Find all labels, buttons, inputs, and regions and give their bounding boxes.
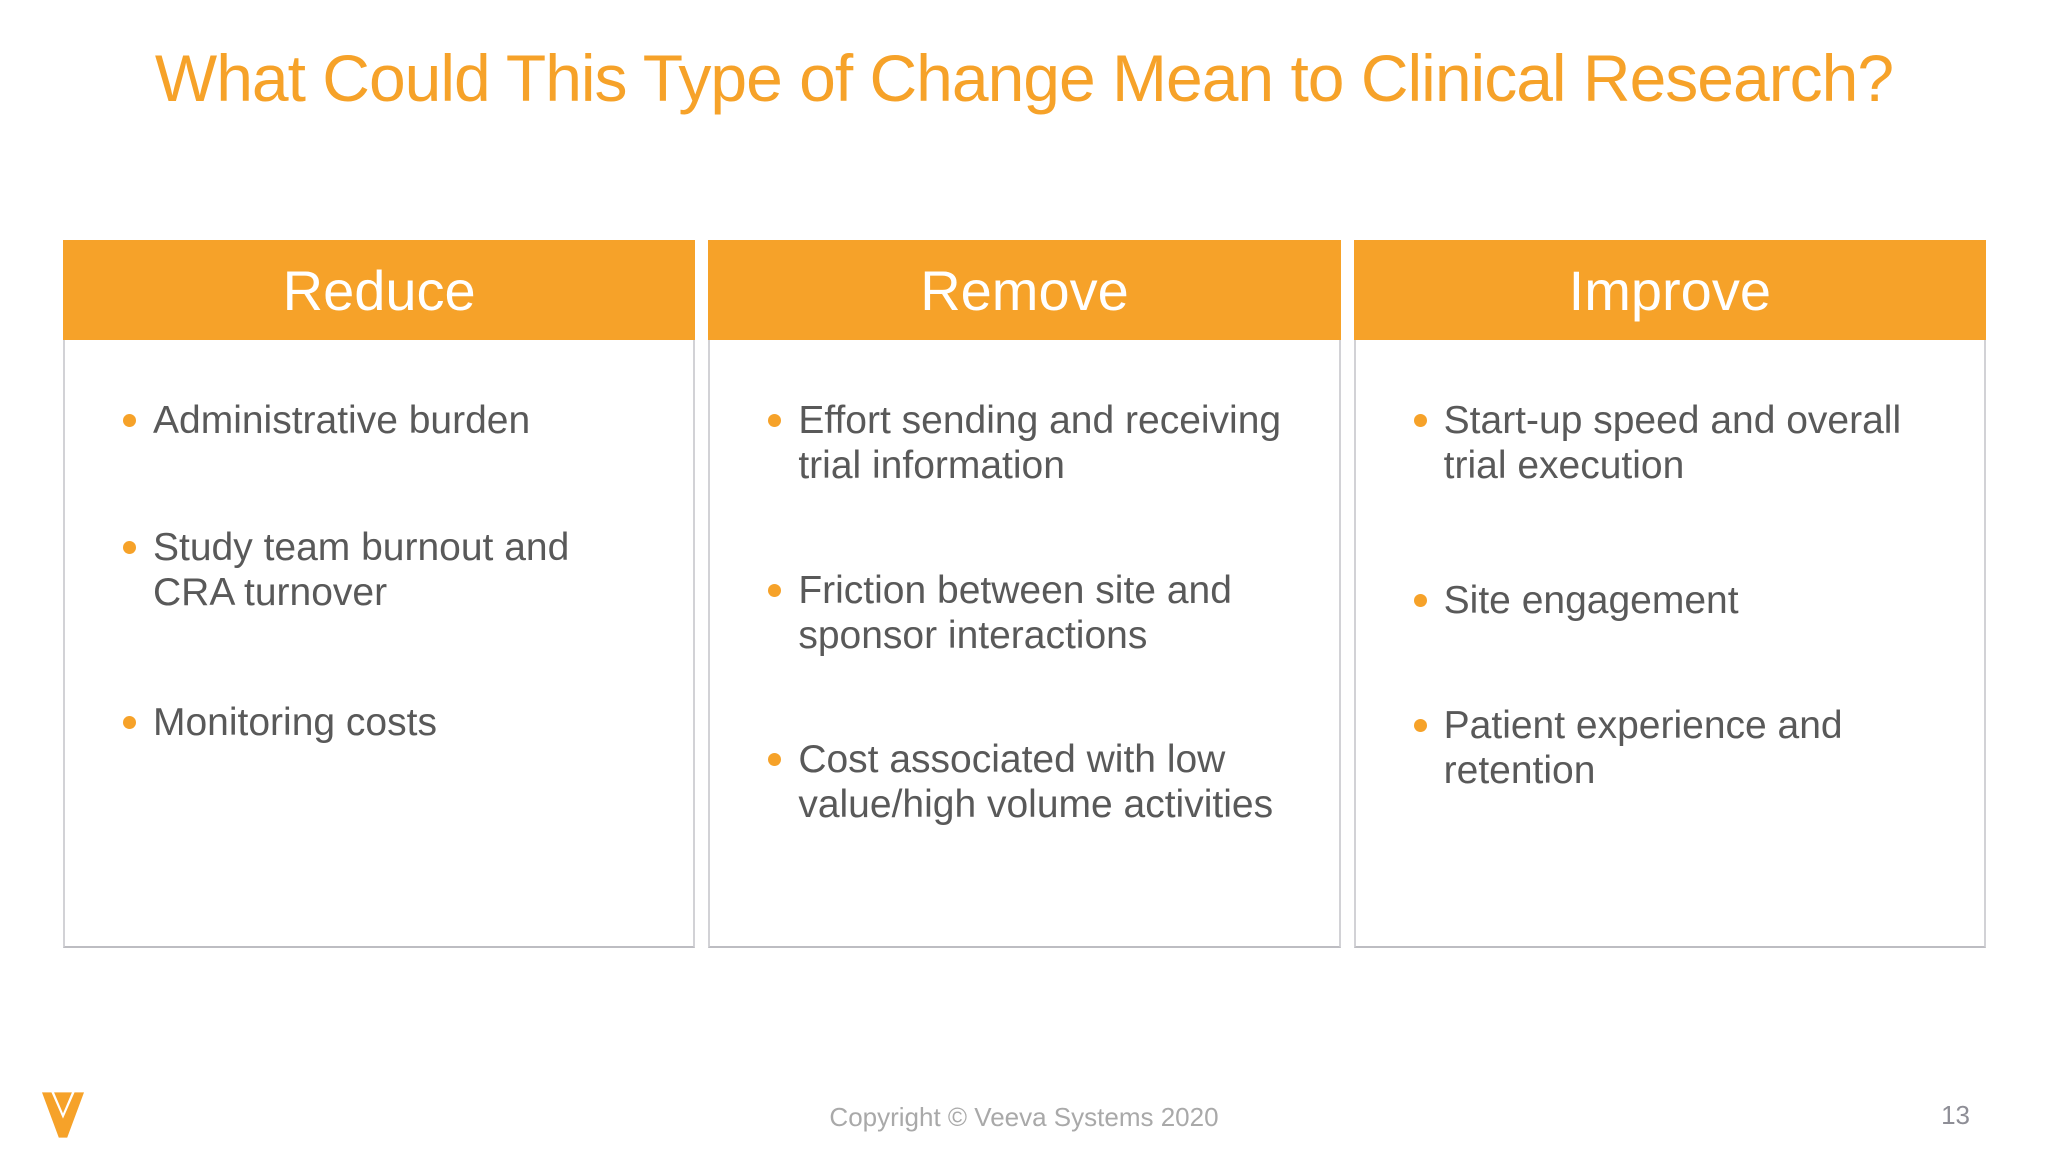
bullet-item: Study team burnout and CRA turnover [65, 525, 693, 615]
bullet-item: Friction between site and sponsor intera… [710, 568, 1338, 658]
copyright-text: Copyright © Veeva Systems 2020 [829, 1102, 1219, 1132]
bullet-item: Start-up speed and overall trial executi… [1356, 398, 1984, 488]
bullet-item: Effort sending and receiving trial infor… [710, 398, 1338, 488]
column-header-remove: Remove [708, 240, 1341, 340]
bullet-icon [123, 716, 136, 729]
bullet-text: Effort sending and receiving trial infor… [798, 399, 1282, 487]
bullet-text: Study team burnout and CRA turnover [153, 526, 570, 614]
bullet-icon [768, 753, 782, 766]
column-remove: Remove Effort sending and receiving tria… [708, 240, 1341, 948]
bullet-icon [1413, 719, 1427, 732]
column-header-improve: Improve [1353, 240, 1986, 340]
bullet-item: Monitoring costs [65, 700, 693, 745]
bullet-text: Administrative burden [153, 399, 531, 442]
bullet-icon [768, 414, 782, 427]
veeva-logo-icon [42, 1092, 84, 1138]
bullet-text: Cost associated with low value/high volu… [798, 738, 1274, 826]
bullet-icon [123, 541, 136, 554]
bullet-icon [768, 584, 782, 597]
column-header-reduce: Reduce [63, 240, 696, 340]
bullet-icon [123, 414, 136, 427]
slide-title: What Could This Type of Change Mean to C… [154, 41, 1894, 115]
bullet-item: Cost associated with low value/high volu… [710, 737, 1338, 827]
bullet-item: Patient experience and retention [1356, 703, 1984, 793]
bullet-text: Monitoring costs [153, 701, 437, 744]
bullet-item: Administrative burden [65, 398, 693, 443]
bullet-icon [1413, 594, 1427, 607]
bullet-text: Friction between site and sponsor intera… [798, 569, 1232, 657]
column-reduce: Reduce Administrative burden Study team … [63, 240, 696, 948]
bullet-text: Patient experience and retention [1443, 704, 1843, 792]
bullet-list-improve: Start-up speed and overall trial executi… [1353, 340, 1986, 948]
bullet-list-reduce: Administrative burden Study team burnout… [63, 340, 696, 948]
bullet-list-remove: Effort sending and receiving trial infor… [708, 340, 1341, 948]
columns-container: Reduce Administrative burden Study team … [63, 240, 1986, 948]
column-improve: Improve Start-up speed and overall trial… [1353, 240, 1986, 948]
page-number: 13 [1941, 1100, 1970, 1130]
bullet-text: Start-up speed and overall trial executi… [1443, 399, 1902, 487]
bullet-icon [1413, 414, 1427, 427]
bullet-item: Site engagement [1356, 578, 1984, 623]
bullet-text: Site engagement [1443, 579, 1739, 622]
